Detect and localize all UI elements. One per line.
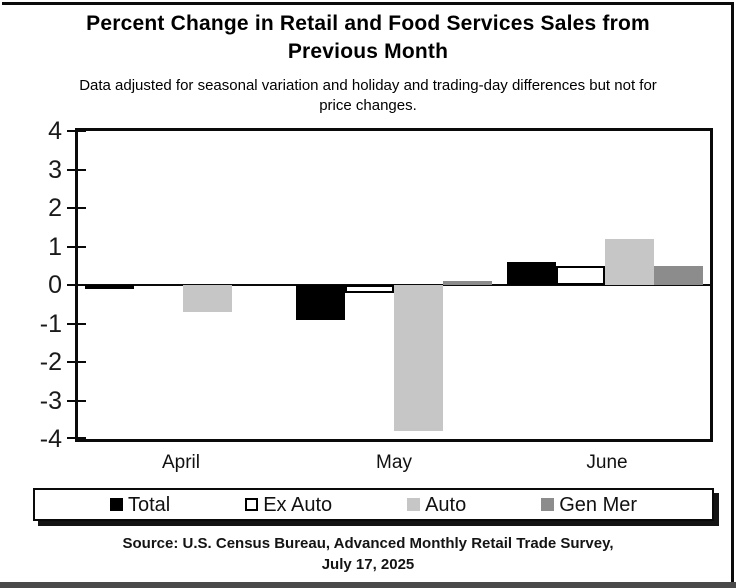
chart-title-line-1: Percent Change in Retail and Food Servic… <box>86 12 650 35</box>
legend-swatch-gen-mer-icon <box>541 498 555 511</box>
chart-subtitle-line-1: Data adjusted for seasonal variation and… <box>79 77 657 94</box>
bar-total-april <box>85 285 135 289</box>
frame-border-top <box>2 2 733 5</box>
source-note-line-1: Source: U.S. Census Bureau, Advanced Mon… <box>122 535 614 552</box>
y-axis-tick <box>67 437 86 439</box>
legend: Total Ex Auto Auto Gen Mer <box>33 488 714 521</box>
y-axis-tick <box>67 322 86 325</box>
legend-label-gen-mer: Gen Mer <box>559 493 638 516</box>
bar-ex-auto-may <box>345 285 394 293</box>
frame-border-right <box>731 2 734 582</box>
y-axis-tick-label: 2 <box>48 194 62 222</box>
plot-area <box>67 128 713 442</box>
chart-title-line-2: Previous Month <box>287 40 449 63</box>
chart-subtitle: Data adjusted for seasonal variation and… <box>20 76 716 116</box>
legend-swatch-total-icon <box>109 498 123 511</box>
y-axis-tick <box>67 284 86 286</box>
legend-swatch-ex-auto-icon <box>245 498 259 511</box>
legend-item-total: Total <box>109 493 171 516</box>
legend-item-auto: Auto <box>407 494 466 516</box>
y-axis-tick-label: -3 <box>39 386 62 415</box>
x-axis-label-june: June <box>586 452 628 473</box>
source-note-line-2: July 17, 2025 <box>321 556 415 573</box>
chart-title: Percent Change in Retail and Food Servic… <box>20 10 716 66</box>
legend-label-auto: Auto <box>425 493 467 516</box>
y-axis-tick <box>67 245 86 248</box>
bar-gen-mer-june <box>653 265 703 285</box>
legend-item-gen-mer: Gen Mer <box>541 494 637 516</box>
x-axis-label-april: April <box>161 452 200 473</box>
y-axis-tick-label: 4 <box>48 117 62 145</box>
legend-swatch-auto-icon <box>407 498 421 511</box>
bar-auto-april <box>183 285 233 312</box>
y-axis-tick-label: 3 <box>48 155 62 184</box>
frame-border-bottom <box>0 582 736 588</box>
y-axis-tick-label: -2 <box>39 348 62 376</box>
legend-label-ex-auto: Ex Auto <box>263 493 333 516</box>
chart-subtitle-line-2: price changes. <box>319 97 417 114</box>
bar-total-may <box>296 285 345 320</box>
y-axis-tick <box>67 399 86 402</box>
y-axis-tick-label: -1 <box>39 309 62 338</box>
bar-auto-may <box>394 285 443 432</box>
bar-auto-june <box>604 238 654 285</box>
y-axis-tick <box>67 168 86 171</box>
bar-gen-mer-may <box>443 281 492 285</box>
y-axis-tick <box>67 361 86 363</box>
legend-label-total: Total <box>127 493 171 516</box>
y-axis-tick <box>67 207 86 209</box>
x-axis-label-may: May <box>376 452 412 473</box>
legend-item-ex-auto: Ex Auto <box>245 494 332 516</box>
y-axis-tick-label: 1 <box>48 232 62 261</box>
y-axis-tick-label: -4 <box>39 425 62 453</box>
y-axis-tick <box>67 130 86 132</box>
bar-ex-auto-june <box>555 265 605 285</box>
y-axis-tick-label: 0 <box>48 271 62 299</box>
bar-total-june <box>506 261 556 285</box>
source-note: Source: U.S. Census Bureau, Advanced Mon… <box>20 533 716 575</box>
